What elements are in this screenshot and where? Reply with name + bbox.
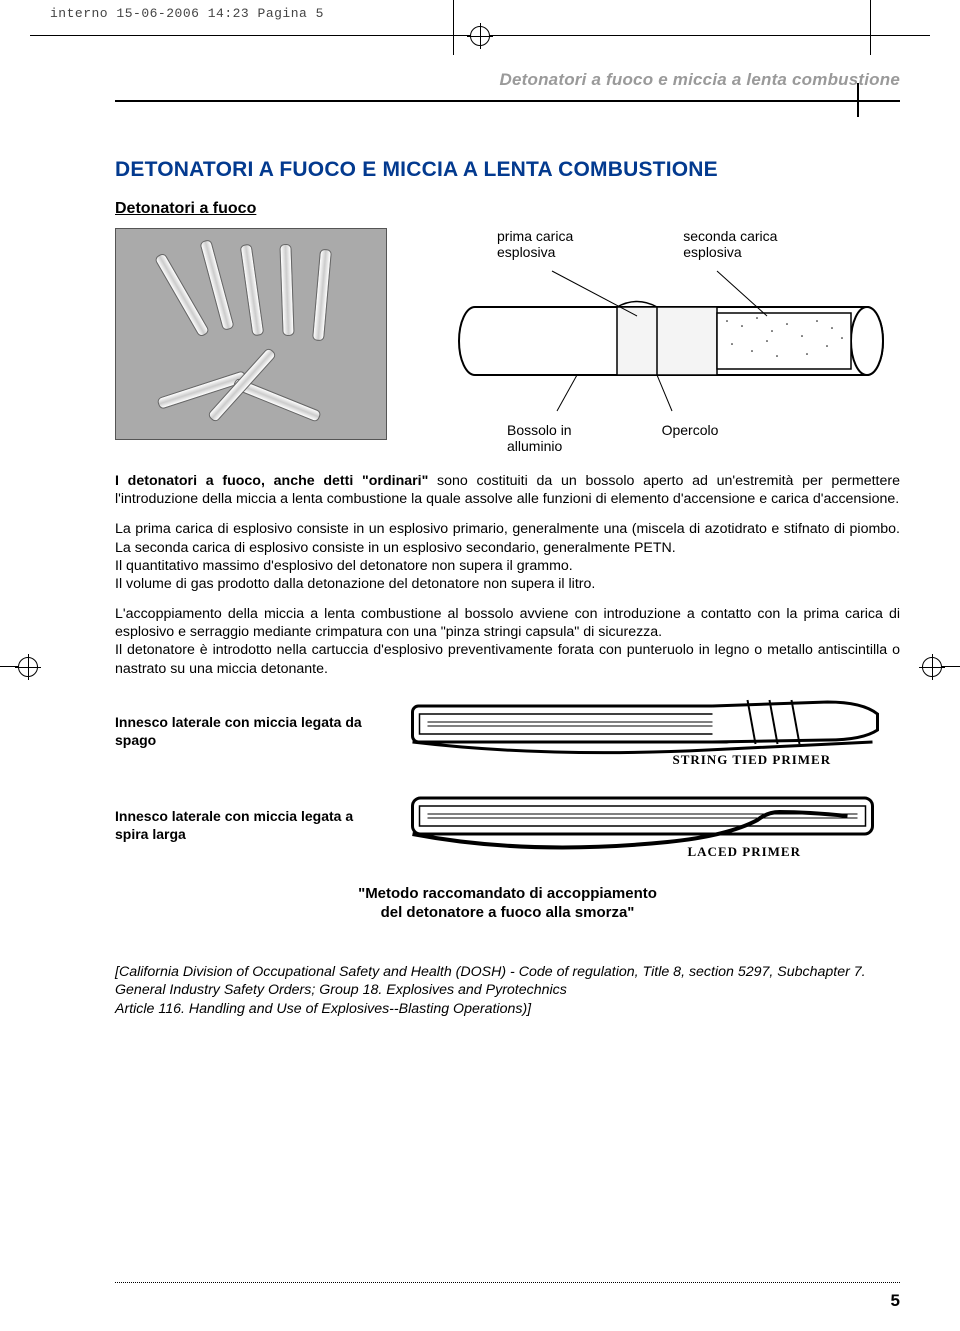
paragraph-2: La prima carica di esplosivo consiste in…	[115, 520, 900, 593]
primer-row-1: Innesco laterale con miccia legata da sp…	[115, 696, 900, 768]
paragraph-3: L'accoppiamento della miccia a lenta com…	[115, 605, 900, 678]
header-rule	[115, 100, 900, 120]
page-number: 5	[891, 1291, 900, 1311]
section-title: DETONATORI A FUOCO E MICCIA A LENTA COMB…	[115, 158, 900, 182]
body-text: I detonatori a fuoco, anche detti "ordin…	[115, 472, 900, 678]
crop-mark-right	[922, 666, 960, 667]
primer-1-label: Innesco laterale con miccia legata da sp…	[115, 714, 375, 749]
primer-1-figure: STRING TIED PRIMER	[395, 696, 900, 768]
method-caption: "Metodo raccomandato di accoppiamentodel…	[115, 884, 900, 923]
figure-bottom-labels: Bossolo inalluminio Opercolo	[507, 422, 900, 454]
cutaway-diagram	[457, 266, 887, 416]
primer-2-label: Innesco laterale con miccia legata a spi…	[115, 808, 375, 843]
crop-mark-left	[0, 666, 38, 667]
section-subhead: Detonatori a fuoco	[115, 200, 900, 218]
paragraph-1: I detonatori a fuoco, anche detti "ordin…	[115, 472, 900, 508]
primer-2-figure: LACED PRIMER	[395, 790, 900, 862]
figure-row: prima caricaesplosiva seconda caricaespl…	[115, 228, 900, 454]
primer-2-caption: LACED PRIMER	[688, 844, 801, 859]
footer-rule	[115, 1282, 900, 1283]
running-head: Detonatori a fuoco e miccia a lenta comb…	[115, 70, 900, 90]
print-slug: interno 15-06-2006 14:23 Pagina 5	[50, 6, 324, 21]
figure-top-labels: prima caricaesplosiva seconda caricaespl…	[497, 228, 900, 260]
primer-row-2: Innesco laterale con miccia legata a spi…	[115, 790, 900, 862]
primer-1-caption: STRING TIED PRIMER	[673, 752, 832, 767]
photo-detonators	[115, 228, 387, 440]
citation: [California Division of Occupational Saf…	[115, 963, 900, 1018]
